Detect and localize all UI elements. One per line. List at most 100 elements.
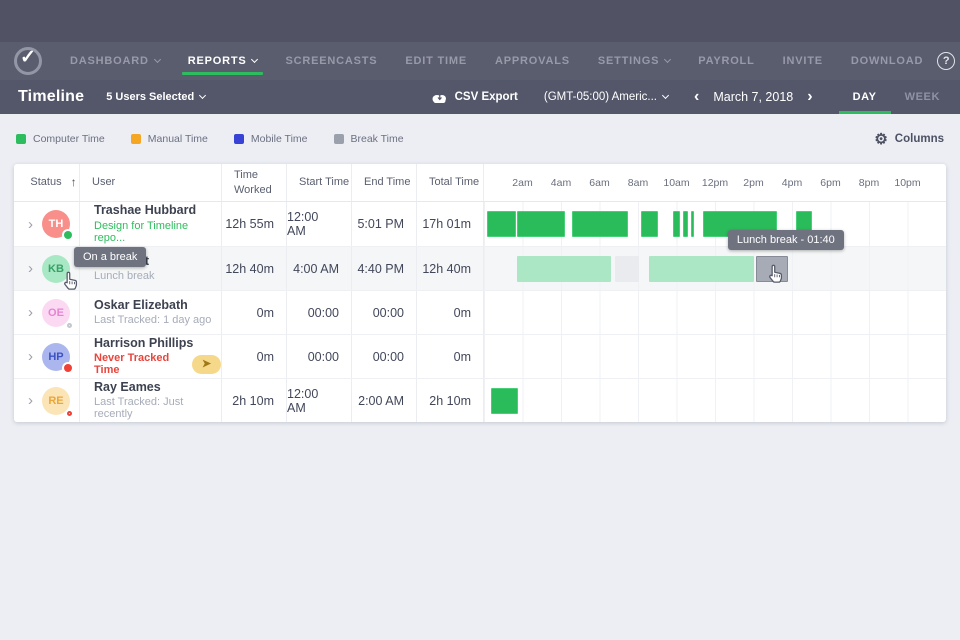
next-day-button[interactable]: › [807,89,812,105]
timeline-bar-computer[interactable] [673,211,680,237]
timedoctor-logo-icon[interactable]: ✓ [14,47,42,75]
row-expand-chevron-icon[interactable]: › [28,305,33,320]
row-expand-chevron-icon[interactable]: › [28,393,33,408]
nav-item-download[interactable]: DOWNLOAD [837,42,937,80]
nav-item-label: INVITE [783,55,823,67]
user-subtitle-text: Design for Timeline repo... [94,220,221,244]
column-header-end-time[interactable]: End Time [352,164,417,201]
legend-item-mobile-time: Mobile Time [234,133,308,145]
csv-export-button[interactable]: CSV Export [431,91,518,104]
avatar[interactable]: KB [42,255,70,283]
cell-time-worked: 12h 40m [222,247,287,290]
user-name[interactable]: Trashae Hubbard [94,204,196,218]
chevron-down-icon [199,92,206,99]
cell-total-time: 0m [417,335,484,378]
column-header-start-time[interactable]: Start Time [287,164,352,201]
sort-ascending-icon[interactable]: ↑ [71,174,77,190]
cell-total-time: 12h 40m [417,247,484,290]
legend-swatch [131,134,141,144]
cell-end-time: 00:00 [352,291,417,334]
cell-time-worked: 12h 55m [222,202,287,246]
columns-button[interactable]: ⚙ Columns [874,132,944,147]
table-row[interactable]: › OE Oskar ElizebathLast Tracked: 1 day ag… [14,290,946,334]
column-header-status[interactable]: Status ↑ [14,164,80,201]
legend-swatch [16,134,26,144]
top-strip [0,0,960,42]
column-header-total-time[interactable]: Total Time [417,164,484,201]
report-toolbar: Timeline 5 Users Selected CSV Export (GM… [0,80,960,114]
cloud-download-icon [431,91,448,104]
nav-item-invite[interactable]: INVITE [769,42,837,80]
time-axis-label: 6am [589,175,609,189]
timeline-bar-light[interactable] [649,256,754,282]
timeline-track [484,202,946,246]
timeline-bar-light[interactable] [517,256,611,282]
user-name[interactable]: Harrison Phillips [94,337,193,351]
timeline-track [484,335,946,378]
nav-item-edit-time[interactable]: EDIT TIME [391,42,481,80]
date-label[interactable]: March 7, 2018 [713,90,793,104]
send-reminder-button[interactable]: ➤ [192,355,221,374]
timeline-bar-computer[interactable] [683,211,688,237]
page-title: Timeline [18,88,84,106]
avatar[interactable]: TH [42,210,70,238]
timeline-track: Lunch break - 01:40 [484,247,946,290]
user-subtitle-text: Last Tracked: 1 day ago [94,314,211,326]
user-name[interactable]: Ray Eames [94,381,161,395]
nav-item-settings[interactable]: SETTINGS [584,42,684,80]
timeline-bar-computer[interactable] [572,211,628,237]
nav-item-payroll[interactable]: PAYROLL [684,42,768,80]
help-icon[interactable]: ? [937,52,955,70]
tab-week[interactable]: WEEK [891,80,954,114]
user-cell: Harrison PhillipsNever Tracked Time➤ [80,335,222,378]
table-row[interactable]: ›KBestLunch break12h 40m4:00 AM4:40 PM12… [14,246,946,290]
timeline-bar-computer[interactable] [691,211,694,237]
timeline-bar-computer[interactable] [641,211,658,237]
row-expand-chevron-icon[interactable]: › [28,261,33,276]
tab-day[interactable]: DAY [839,80,891,114]
timeline-bar-selected[interactable] [756,256,788,282]
timeline-bar-computer[interactable] [487,211,516,237]
nav-item-label: EDIT TIME [405,55,467,67]
nav-item-dashboard[interactable]: DASHBOARD [56,42,174,80]
topnav-right: ? Time Doctor Saso Markoski SM [937,48,960,74]
user-name[interactable]: Oskar Elizebath [94,299,188,313]
legend-bar: Computer TimeManual TimeMobile TimeBreak… [0,114,960,164]
cell-start-time: 4:00 AM [287,247,352,290]
timezone-dropdown[interactable]: (GMT-05:00) Americ... [544,91,668,103]
column-header-time-worked[interactable]: Time Worked [222,164,287,201]
table-row[interactable]: ›RERay EamesLast Tracked: Just recently2… [14,378,946,422]
timeline-bar-computer[interactable] [491,388,518,414]
nav-item-screencasts[interactable]: SCREENCASTS [271,42,391,80]
time-axis-label: 10pm [894,175,920,189]
user-subtitle: Lunch break [94,270,155,282]
time-axis-label: 12pm [702,175,728,189]
status-cell: › OE [14,291,80,334]
nav-item-label: SETTINGS [598,55,659,67]
users-selected-dropdown[interactable]: 5 Users Selected [106,91,205,103]
avatar[interactable]: RE [42,387,70,415]
avatar[interactable]: HP [42,343,70,371]
row-expand-chevron-icon[interactable]: › [28,349,33,364]
chevron-down-icon [251,56,258,63]
timeline-bar-computer[interactable] [517,211,565,237]
nav-item-approvals[interactable]: APPROVALS [481,42,584,80]
legend-item-break-time: Break Time [334,133,404,145]
timeline-bar-pale[interactable] [615,256,639,282]
time-axis: 2am4am6am8am10am12pm2pm4pm6pm8pm10pm [484,164,946,201]
user-subtitle: Last Tracked: 1 day ago [94,314,211,326]
table-body: › TH Trashae Hubbard Design for Timeline re… [14,202,946,422]
avatar[interactable]: OE [42,299,70,327]
top-navigation: ✓ DASHBOARDREPORTSSCREENCASTS EDIT TIME AP… [0,42,960,80]
legend-label: Manual Time [148,133,208,145]
chevron-down-icon [662,92,669,99]
row-expand-chevron-icon[interactable]: › [28,217,33,232]
user-subtitle: Last Tracked: Just recently [94,396,221,420]
table-row[interactable]: ›HPHarrison PhillipsNever Tracked Time➤0… [14,334,946,378]
cell-time-worked: 0m [222,335,287,378]
date-navigator: ‹ March 7, 2018 › [694,89,813,105]
status-dot [64,364,72,372]
prev-day-button[interactable]: ‹ [694,89,699,105]
column-header-user[interactable]: User [80,164,222,201]
nav-item-reports[interactable]: REPORTS [174,42,272,80]
